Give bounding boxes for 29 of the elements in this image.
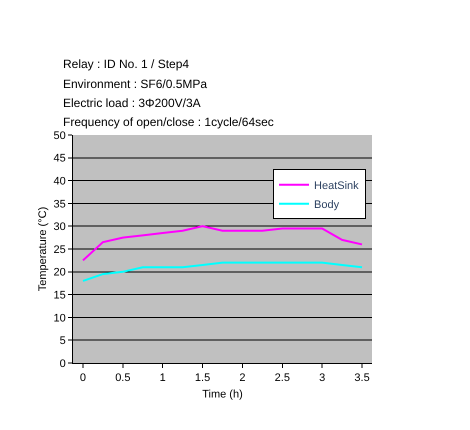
y-tick-label: 10 <box>54 312 66 324</box>
x-axis-title: Time (h) <box>202 388 243 400</box>
y-tick-label: 20 <box>54 266 66 279</box>
line-series <box>82 225 364 262</box>
x-tick-label: 3 <box>319 372 326 384</box>
y-tick-label: 0 <box>60 358 66 370</box>
legend-label: Body <box>314 198 340 211</box>
x-tick-label: 0 <box>80 372 86 384</box>
x-tick-label: 3.5 <box>354 372 370 384</box>
x-tick-label: 1.5 <box>194 372 210 384</box>
y-tick-label: 25 <box>54 244 66 256</box>
y-axis-title: Temperature (°C) <box>37 206 50 292</box>
line-series <box>82 262 364 282</box>
y-tick-label: 40 <box>54 175 66 188</box>
chart-title: Relay : ID No. 1 / Step4 <box>63 57 190 71</box>
y-tick-label: 45 <box>54 152 66 165</box>
y-tick-label: 15 <box>54 289 66 302</box>
legend-label: HeatSink <box>314 180 360 192</box>
text: Electric load : 3Φ200V/3A <box>63 96 201 110</box>
y-tick-label: 5 <box>60 335 66 348</box>
x-tick-label: 0.5 <box>115 372 130 384</box>
x-tick-label: 1 <box>160 372 166 384</box>
x-tick-label: 2.5 <box>274 372 290 384</box>
text: Frequency of open/close : 1cycle/64sec <box>63 115 274 129</box>
y-tick-label: 50 <box>54 130 66 142</box>
text: Environment : SF6/0.5MPa <box>63 77 208 91</box>
y-tick-label: 35 <box>54 198 66 210</box>
x-tick-label: 2 <box>239 372 246 384</box>
y-tick-label: 30 <box>54 221 66 234</box>
